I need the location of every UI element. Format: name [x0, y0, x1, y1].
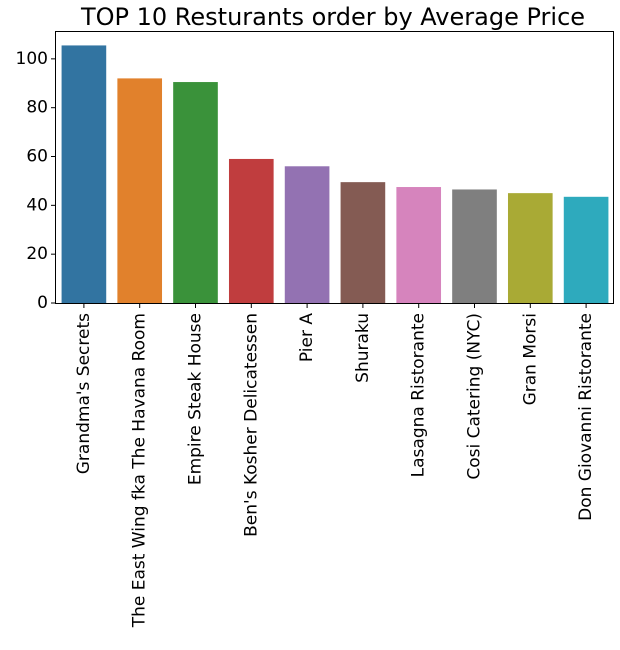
bar	[284, 166, 330, 303]
x-tick-label: Gran Morsi	[520, 313, 540, 405]
y-tick-label: 20	[26, 244, 48, 264]
bar	[396, 187, 442, 303]
x-tick-label: Ben's Kosher Delicatessen	[241, 313, 261, 537]
x-tick-label: Don Giovanni Ristorante	[576, 313, 596, 521]
bar	[228, 158, 274, 303]
x-tick-label: Empire Steak House	[186, 313, 206, 485]
bar	[452, 189, 497, 303]
y-tick-label: 100	[16, 49, 48, 69]
y-axis: 0 20 40 60 80 100	[16, 49, 56, 313]
x-axis: Grandma's Secrets The East Wing fka The H…	[74, 303, 596, 628]
chart-title: TOP 10 Resturants order by Average Price	[80, 3, 585, 31]
x-tick-label: Grandma's Secrets	[74, 313, 94, 474]
x-tick-label: Cosi Catering (NYC)	[465, 313, 485, 480]
y-tick-label: 40	[26, 195, 48, 215]
bar	[173, 82, 218, 303]
x-tick-label: Shuraku	[353, 313, 373, 383]
y-tick-label: 0	[37, 293, 48, 313]
bar	[340, 182, 386, 303]
x-tick-label: Pier A	[297, 313, 317, 362]
x-tick-label: Lasagna Ristorante	[409, 313, 429, 477]
x-tick-label: The East Wing fka The Havana Room	[130, 313, 150, 628]
y-tick-label: 60	[26, 147, 48, 167]
plot-frame	[55, 31, 614, 304]
bar	[61, 45, 107, 304]
bars	[61, 45, 609, 304]
y-tick-label: 80	[26, 98, 48, 118]
bar	[117, 78, 163, 303]
bar	[563, 196, 609, 303]
bar	[507, 193, 553, 303]
